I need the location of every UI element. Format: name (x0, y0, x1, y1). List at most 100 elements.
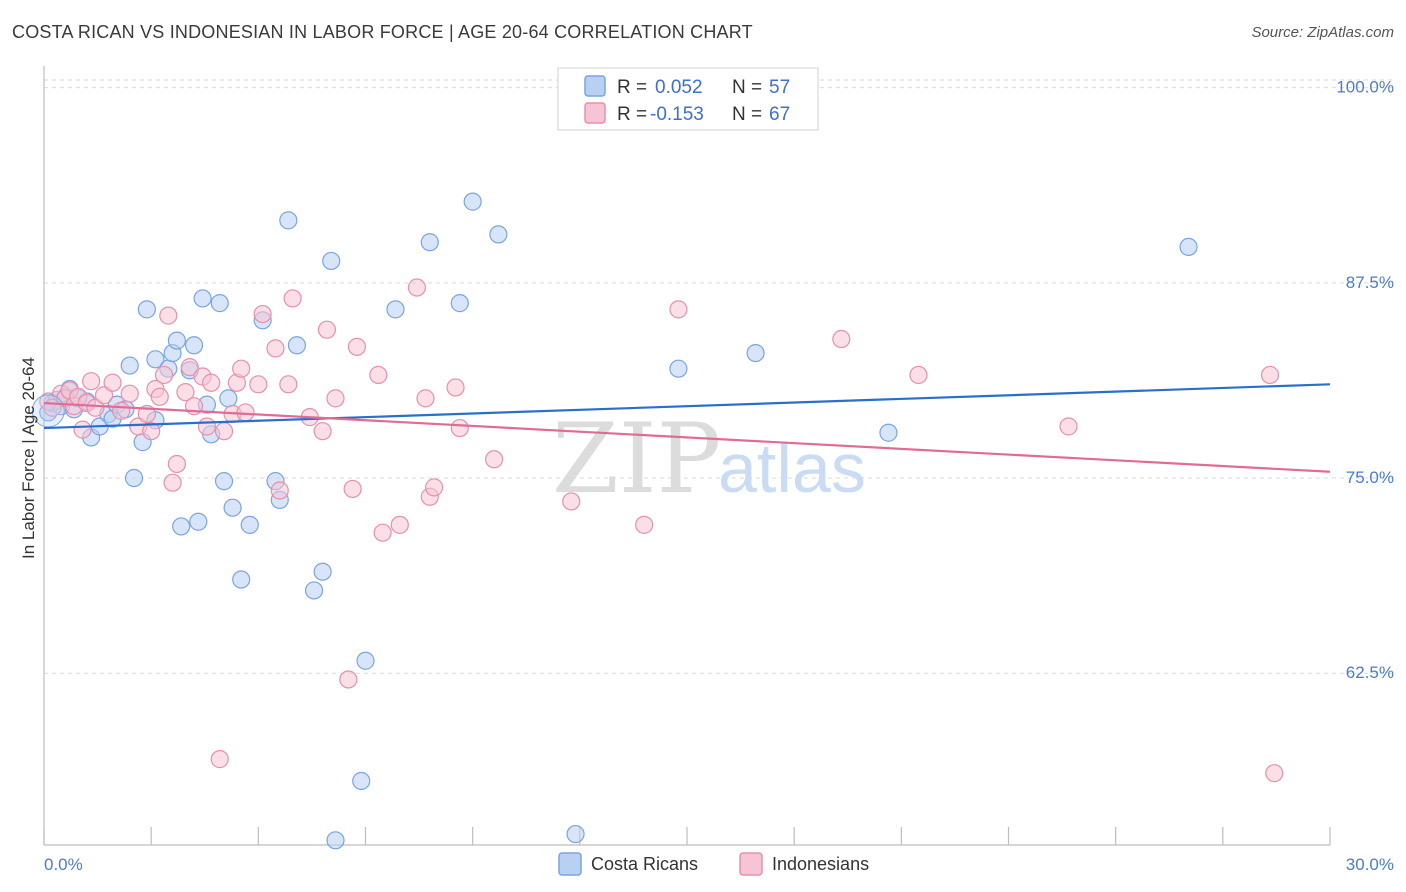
costa-rican-point (566, 824, 585, 844)
costa-rican-point (189, 512, 208, 531)
indonesian-point (73, 420, 92, 439)
axis-layer: 62.5% 75.0% 87.5% 100.0% (43, 66, 1394, 846)
indonesian-point (232, 359, 251, 378)
indonesian-point (390, 515, 409, 534)
costa-rican-point (146, 350, 165, 369)
watermark-zip: ZIP (552, 403, 721, 515)
costa-rican-point (313, 562, 332, 581)
indonesian-point (407, 278, 427, 297)
indonesian-point (210, 750, 229, 769)
x-tick-label-max: 30.0% (1346, 855, 1394, 874)
indonesian-point (283, 289, 302, 308)
indonesian-point (279, 375, 298, 394)
indonesian-point (313, 422, 332, 441)
indonesian-point (214, 422, 234, 441)
costa-rican-point (219, 389, 238, 408)
indonesian-point (202, 373, 221, 392)
legend-r-value-1: 0.052 (655, 77, 703, 98)
y-tick-label: 75.0% (1346, 468, 1394, 487)
indonesian-point (167, 454, 186, 474)
legend-n-value-1: 57 (769, 77, 790, 98)
costa-rican-point (232, 570, 251, 589)
legend-swatch-costa-ricans (584, 75, 606, 97)
indonesians-trend-line (43, 401, 1331, 473)
costa-rican-point (304, 581, 324, 600)
indonesian-point (635, 515, 654, 534)
costa-rican-point (184, 336, 204, 355)
legend-n-label-1: N = (732, 77, 762, 98)
indonesian-point (424, 478, 444, 497)
costa-rican-point (120, 356, 139, 375)
costa-rican-point (463, 192, 482, 211)
costa-rican-point (386, 300, 405, 319)
watermark: ZIP atlas (552, 403, 866, 515)
costa-rican-point (669, 359, 688, 378)
indonesian-point (154, 365, 174, 385)
indonesian-point (94, 386, 114, 405)
costa-rican-point (1179, 237, 1198, 257)
indonesian-point (1265, 764, 1284, 783)
indonesian-point (86, 398, 105, 417)
indonesian-point (180, 358, 199, 377)
indonesian-point (450, 418, 469, 438)
legend-bottom: Costa Ricans Indonesians (558, 852, 869, 876)
costa-rican-point (746, 343, 765, 363)
costa-rican-point (167, 331, 186, 350)
indonesian-point (249, 375, 268, 394)
indonesian-point (270, 481, 289, 500)
indonesian-point (197, 417, 216, 436)
indonesian-point (446, 378, 465, 397)
source-credit: Source: ZipAtlas.com (1251, 24, 1394, 41)
costa-ricans-trend-line (43, 383, 1331, 430)
indonesian-point (163, 473, 182, 492)
indonesian-point (253, 304, 272, 324)
indonesian-point (373, 523, 392, 542)
legend-r-label-1: R = (617, 77, 647, 98)
indonesian-point (82, 372, 101, 391)
legend-n-label-2: N = (732, 104, 762, 125)
indonesian-point (326, 389, 345, 408)
indonesian-point (369, 365, 388, 385)
indonesian-point (120, 384, 139, 403)
indonesian-point (103, 373, 122, 392)
costa-rican-point (450, 294, 469, 313)
indonesian-point (416, 389, 435, 408)
costa-rican-point (172, 517, 191, 536)
indonesian-point (909, 365, 928, 385)
costa-rican-point (279, 211, 298, 230)
costa-rican-point (214, 472, 234, 491)
legend-bottom-swatch-costa-ricans (558, 852, 582, 876)
indonesian-point (343, 479, 362, 499)
indonesian-point (1059, 417, 1078, 436)
indonesian-point (562, 492, 581, 511)
costa-rican-point (879, 423, 898, 442)
indonesian-point (339, 670, 358, 689)
indonesian-point (112, 401, 131, 420)
indonesian-point (832, 329, 851, 349)
costa-rican-point (287, 336, 307, 355)
indonesian-point (485, 450, 504, 469)
costa-rican-point (489, 225, 508, 244)
indonesian-point (266, 339, 285, 358)
costa-rican-point (326, 831, 345, 850)
costa-rican-point (210, 294, 229, 313)
legend-r-value-2: -0.153 (650, 104, 704, 125)
costa-rican-point (420, 233, 439, 252)
costa-rican-point (223, 498, 242, 517)
indonesian-point (317, 320, 337, 339)
y-tick-label: 87.5% (1346, 273, 1394, 292)
indonesian-point (347, 337, 367, 356)
indonesian-point (669, 300, 688, 319)
y-tick-label: 62.5% (1346, 663, 1394, 682)
chart-title: COSTA RICAN VS INDONESIAN IN LABOR FORCE… (12, 22, 753, 42)
legend-bottom-swatch-indonesians (739, 852, 763, 876)
y-axis-label: In Labor Force | Age 20-64 (19, 357, 38, 559)
legend-n-value-2: 67 (769, 104, 790, 125)
legend-bottom-label-costa-ricans: Costa Ricans (591, 854, 698, 874)
indonesian-point (159, 306, 178, 325)
indonesian-point (142, 422, 161, 441)
legend-top: R = 0.052 N = 57 R = -0.153 N = 67 (557, 67, 819, 131)
costa-rican-point (193, 289, 212, 308)
legend-bottom-label-indonesians: Indonesians (772, 854, 869, 874)
